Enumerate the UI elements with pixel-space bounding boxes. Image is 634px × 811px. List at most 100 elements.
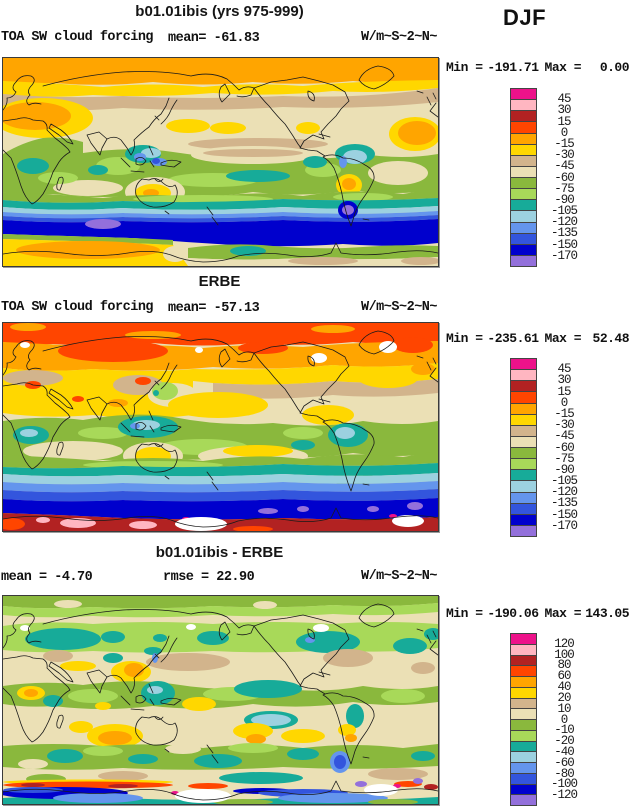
colorbar-box bbox=[511, 525, 536, 536]
colorbar-label: -150 bbox=[550, 237, 578, 252]
mean-label: mean = bbox=[1, 570, 47, 585]
map-difference bbox=[2, 595, 439, 805]
colorbar-box bbox=[511, 730, 536, 742]
colorbar-box bbox=[511, 470, 536, 482]
variable-label: TOA SW cloud forcing bbox=[1, 300, 154, 315]
colorbar-box bbox=[511, 720, 536, 731]
colorbar-box bbox=[511, 155, 536, 167]
colorbar-label: -135 bbox=[550, 496, 578, 511]
max-value: 0.00 bbox=[599, 60, 630, 75]
units-label: W/m~S~2~N~ bbox=[360, 569, 438, 584]
max-label: Max = bbox=[544, 606, 582, 621]
colorbar-erbe: 45 30 15 0 -15 -30 -45 -60 -75 -90 -105 -120 -135 -15… bbox=[510, 358, 590, 537]
panel-erbe: ERBE TOA SW cloud forcing mean= -57.13 W… bbox=[0, 270, 634, 540]
min-label: Min = bbox=[446, 60, 483, 75]
colorbar-label: -40 bbox=[554, 744, 575, 759]
colorbar-label: 15 bbox=[557, 114, 571, 129]
colorbar-box bbox=[511, 709, 536, 720]
colorbar-label: 30 bbox=[557, 373, 571, 388]
minmax-difference: Min = -190.06 Max = 143.05 bbox=[446, 606, 630, 621]
min-value: -190.06 bbox=[487, 606, 539, 621]
mean-value: -4.70 bbox=[54, 570, 93, 585]
colorbar-box bbox=[511, 244, 536, 256]
colorbar-label: -105 bbox=[550, 474, 578, 489]
colorbar-box bbox=[511, 100, 536, 112]
min-label: Min = bbox=[446, 331, 483, 346]
colorbar-box bbox=[511, 166, 536, 178]
variable-label: TOA SW cloud forcing bbox=[1, 30, 154, 45]
colorbar-box bbox=[511, 189, 536, 201]
colorbar-box bbox=[511, 514, 536, 526]
colorbar-label: -120 bbox=[550, 485, 578, 500]
colorbar-label: 80 bbox=[557, 658, 571, 673]
colorbar-box bbox=[511, 403, 536, 415]
colorbar-box bbox=[511, 741, 536, 753]
colorbar-label: 60 bbox=[557, 669, 571, 684]
colorbar-box bbox=[511, 784, 536, 796]
colorbar-box bbox=[511, 795, 536, 805]
colorbar-box bbox=[511, 178, 536, 190]
colorbar-difference: 120 100 80 60 40 20 10 0 -10 -20 -40 -60 -80 -100 -120 bbox=[510, 633, 590, 806]
colorbar-box bbox=[511, 381, 536, 393]
mean-stat: mean = -4.70 bbox=[1, 570, 93, 585]
colorbar-label: -20 bbox=[554, 734, 575, 749]
panel-erbe-title: ERBE bbox=[198, 273, 241, 290]
max-value: 52.48 bbox=[592, 331, 630, 346]
map-model-svg bbox=[3, 58, 438, 266]
mean-value: -61.83 bbox=[213, 31, 260, 46]
rmse-label: rmse = bbox=[163, 570, 209, 585]
mean-label: mean= bbox=[168, 301, 207, 316]
colorbar-box bbox=[511, 200, 536, 212]
max-value: 143.05 bbox=[585, 606, 630, 621]
colorbar-label: -90 bbox=[554, 462, 575, 477]
colorbar-label: -30 bbox=[554, 148, 575, 163]
colorbar-box bbox=[511, 687, 536, 699]
colorbar-box bbox=[511, 233, 536, 245]
colorbar-boxes bbox=[510, 633, 537, 806]
colorbar-box bbox=[511, 255, 536, 266]
units-label: W/m~S~2~N~ bbox=[360, 30, 438, 45]
colorbar-box bbox=[511, 492, 536, 504]
minmax-model: Min = -191.71 Max = 0.00 bbox=[446, 60, 630, 75]
colorbar-label: -30 bbox=[554, 418, 575, 433]
mean-stat: mean= -61.83 bbox=[168, 31, 260, 46]
colorbar-label: -100 bbox=[550, 777, 578, 792]
colorbar-box bbox=[511, 414, 536, 426]
colorbar-label: -105 bbox=[550, 204, 578, 219]
colorbar-label: -75 bbox=[554, 451, 575, 466]
map-difference-svg bbox=[3, 596, 438, 804]
colorbar-box bbox=[511, 677, 536, 688]
map-model bbox=[2, 57, 439, 267]
colorbar-box bbox=[511, 370, 536, 382]
colorbar-boxes bbox=[510, 358, 537, 537]
colorbar-label: -45 bbox=[554, 159, 575, 174]
colorbar-box bbox=[511, 655, 536, 667]
colorbar-label: 120 bbox=[554, 636, 575, 651]
colorbar-label: 20 bbox=[557, 690, 571, 705]
colorbar-label: 40 bbox=[557, 680, 571, 695]
colorbar-label: 0 bbox=[560, 712, 569, 727]
colorbar-boxes bbox=[510, 88, 537, 267]
colorbar-label: 15 bbox=[557, 384, 571, 399]
colorbar-label: -150 bbox=[550, 507, 578, 522]
rmse-value: 22.90 bbox=[216, 570, 255, 585]
colorbar-label: -80 bbox=[554, 766, 575, 781]
colorbar-box bbox=[511, 211, 536, 223]
colorbar-label: -90 bbox=[554, 192, 575, 207]
colorbar-label: 30 bbox=[557, 103, 571, 118]
colorbar-box bbox=[511, 111, 536, 123]
colorbar-label: -15 bbox=[554, 136, 575, 151]
panel-model-title: b01.01ibis (yrs 975-999) bbox=[135, 3, 304, 20]
colorbar-box bbox=[511, 133, 536, 145]
colorbar-box bbox=[511, 644, 536, 656]
mean-stat: mean= -57.13 bbox=[168, 301, 260, 316]
map-erbe bbox=[2, 322, 439, 532]
colorbar-label: -170 bbox=[550, 518, 578, 533]
colorbar-box bbox=[511, 634, 536, 645]
units-label: W/m~S~2~N~ bbox=[360, 300, 438, 315]
colorbar-box bbox=[511, 698, 536, 710]
colorbar-box bbox=[511, 122, 536, 134]
panel-difference-title: b01.01ibis - ERBE bbox=[155, 544, 284, 561]
colorbar-label: -60 bbox=[554, 440, 575, 455]
